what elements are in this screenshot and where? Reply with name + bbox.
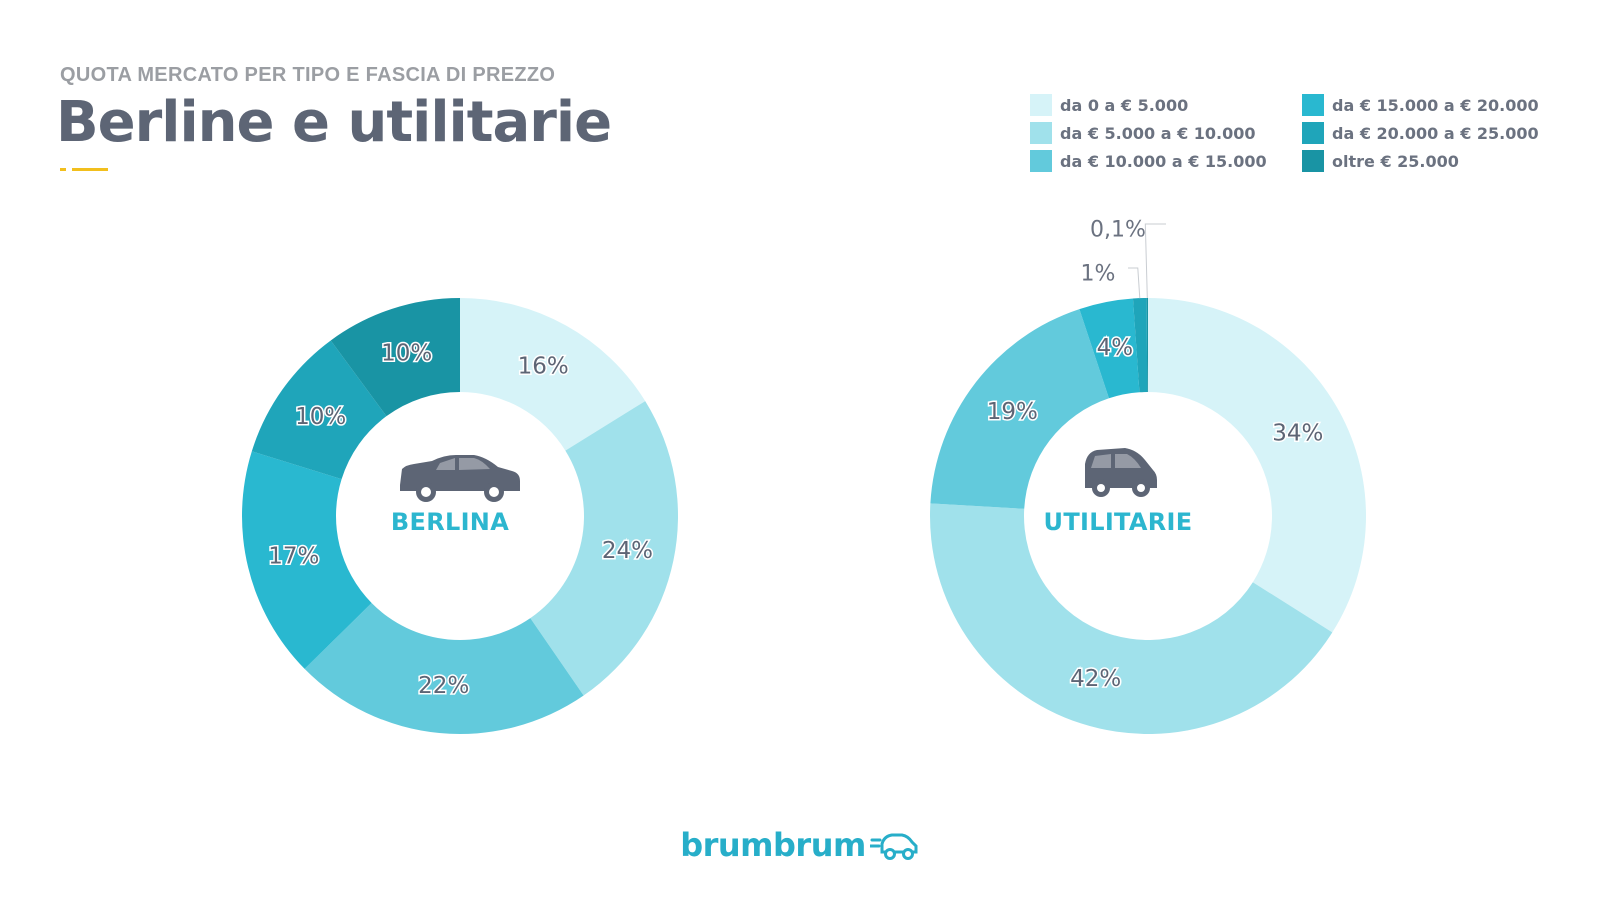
legend-swatch-4 (1302, 122, 1324, 144)
slice-utilitarie-5 (1146, 298, 1148, 393)
leader-line-utilitarie-4 (1128, 267, 1141, 299)
slice-berlina-5 (330, 298, 460, 417)
city-car-icon (1085, 448, 1157, 497)
data-label-berlina-3: 17% (268, 543, 319, 569)
data-label-utilitarie-1: 42% (1070, 666, 1121, 692)
legend-item-0: da 0 a € 5.000 (1030, 94, 1188, 116)
slice-berlina-2 (304, 602, 584, 735)
legend-item-2: da € 10.000 a € 15.000 (1030, 150, 1267, 172)
slice-utilitarie-0 (1148, 298, 1366, 633)
slice-utilitarie-4 (1132, 298, 1148, 393)
donut-chart-berlina: 16% 24% 22% 17% 10% 10% (242, 298, 679, 735)
data-label-utilitarie-2: 19% (987, 399, 1038, 425)
brand-logo: brumbrum (0, 826, 1600, 864)
data-label-berlina-5: 10% (381, 341, 432, 367)
legend-item-1: da € 5.000 a € 10.000 (1030, 122, 1256, 144)
brand-name: brumbrum (680, 826, 866, 864)
legend-item-3: da € 15.000 a € 20.000 (1302, 94, 1539, 116)
data-label-berlina-2: 22% (418, 673, 469, 699)
donut-chart-utilitarie: 34% 42% 19% 4% 1% 0,1% (930, 218, 1366, 734)
legend-label-1: da € 5.000 a € 10.000 (1060, 123, 1256, 143)
slice-berlina-3 (242, 451, 372, 669)
center-label-berlina: BERLINA (390, 508, 510, 536)
leader-line-utilitarie-5 (1144, 223, 1166, 299)
data-label-berlina-0: 16% (518, 354, 569, 380)
legend-label-4: da € 20.000 a € 25.000 (1332, 123, 1539, 143)
slice-utilitarie-2 (930, 309, 1109, 509)
title-underline (60, 168, 108, 171)
legend-swatch-5 (1302, 150, 1324, 172)
legend-label-0: da 0 a € 5.000 (1060, 95, 1189, 115)
slice-berlina-4 (251, 340, 387, 480)
data-label-utilitarie-0: 34% (1272, 420, 1323, 446)
sedan-car-icon (400, 455, 520, 502)
legend-item-4: da € 20.000 a € 25.000 (1302, 122, 1539, 144)
slice-berlina-0 (460, 298, 646, 451)
car-logo-icon (869, 833, 918, 860)
data-label-utilitarie-4: 1% (1081, 262, 1116, 287)
page-title: Berline e utilitarie (56, 90, 612, 155)
data-label-berlina-1: 24% (602, 538, 653, 564)
data-label-berlina-4: 10% (295, 404, 346, 430)
slice-utilitarie-3 (1079, 298, 1140, 399)
legend-swatch-0 (1030, 94, 1052, 116)
slice-utilitarie-1 (930, 503, 1333, 734)
legend-item-5: oltre € 25.000 (1302, 150, 1459, 172)
slice-berlina-1 (530, 401, 679, 696)
legend-label-5: oltre € 25.000 (1332, 151, 1459, 171)
chart-kicker: QUOTA MERCATO PER TIPO E FASCIA DI PREZZ… (60, 64, 556, 86)
data-label-utilitarie-3: 4% (1097, 335, 1134, 361)
legend-swatch-2 (1030, 150, 1052, 172)
data-label-utilitarie-5: 0,1% (1090, 218, 1146, 243)
legend-label-2: da € 10.000 a € 15.000 (1060, 151, 1267, 171)
center-label-utilitarie: UTILITARIE (1043, 508, 1193, 536)
legend-swatch-1 (1030, 122, 1052, 144)
legend-swatch-3 (1302, 94, 1324, 116)
legend-label-3: da € 15.000 a € 20.000 (1332, 95, 1539, 115)
